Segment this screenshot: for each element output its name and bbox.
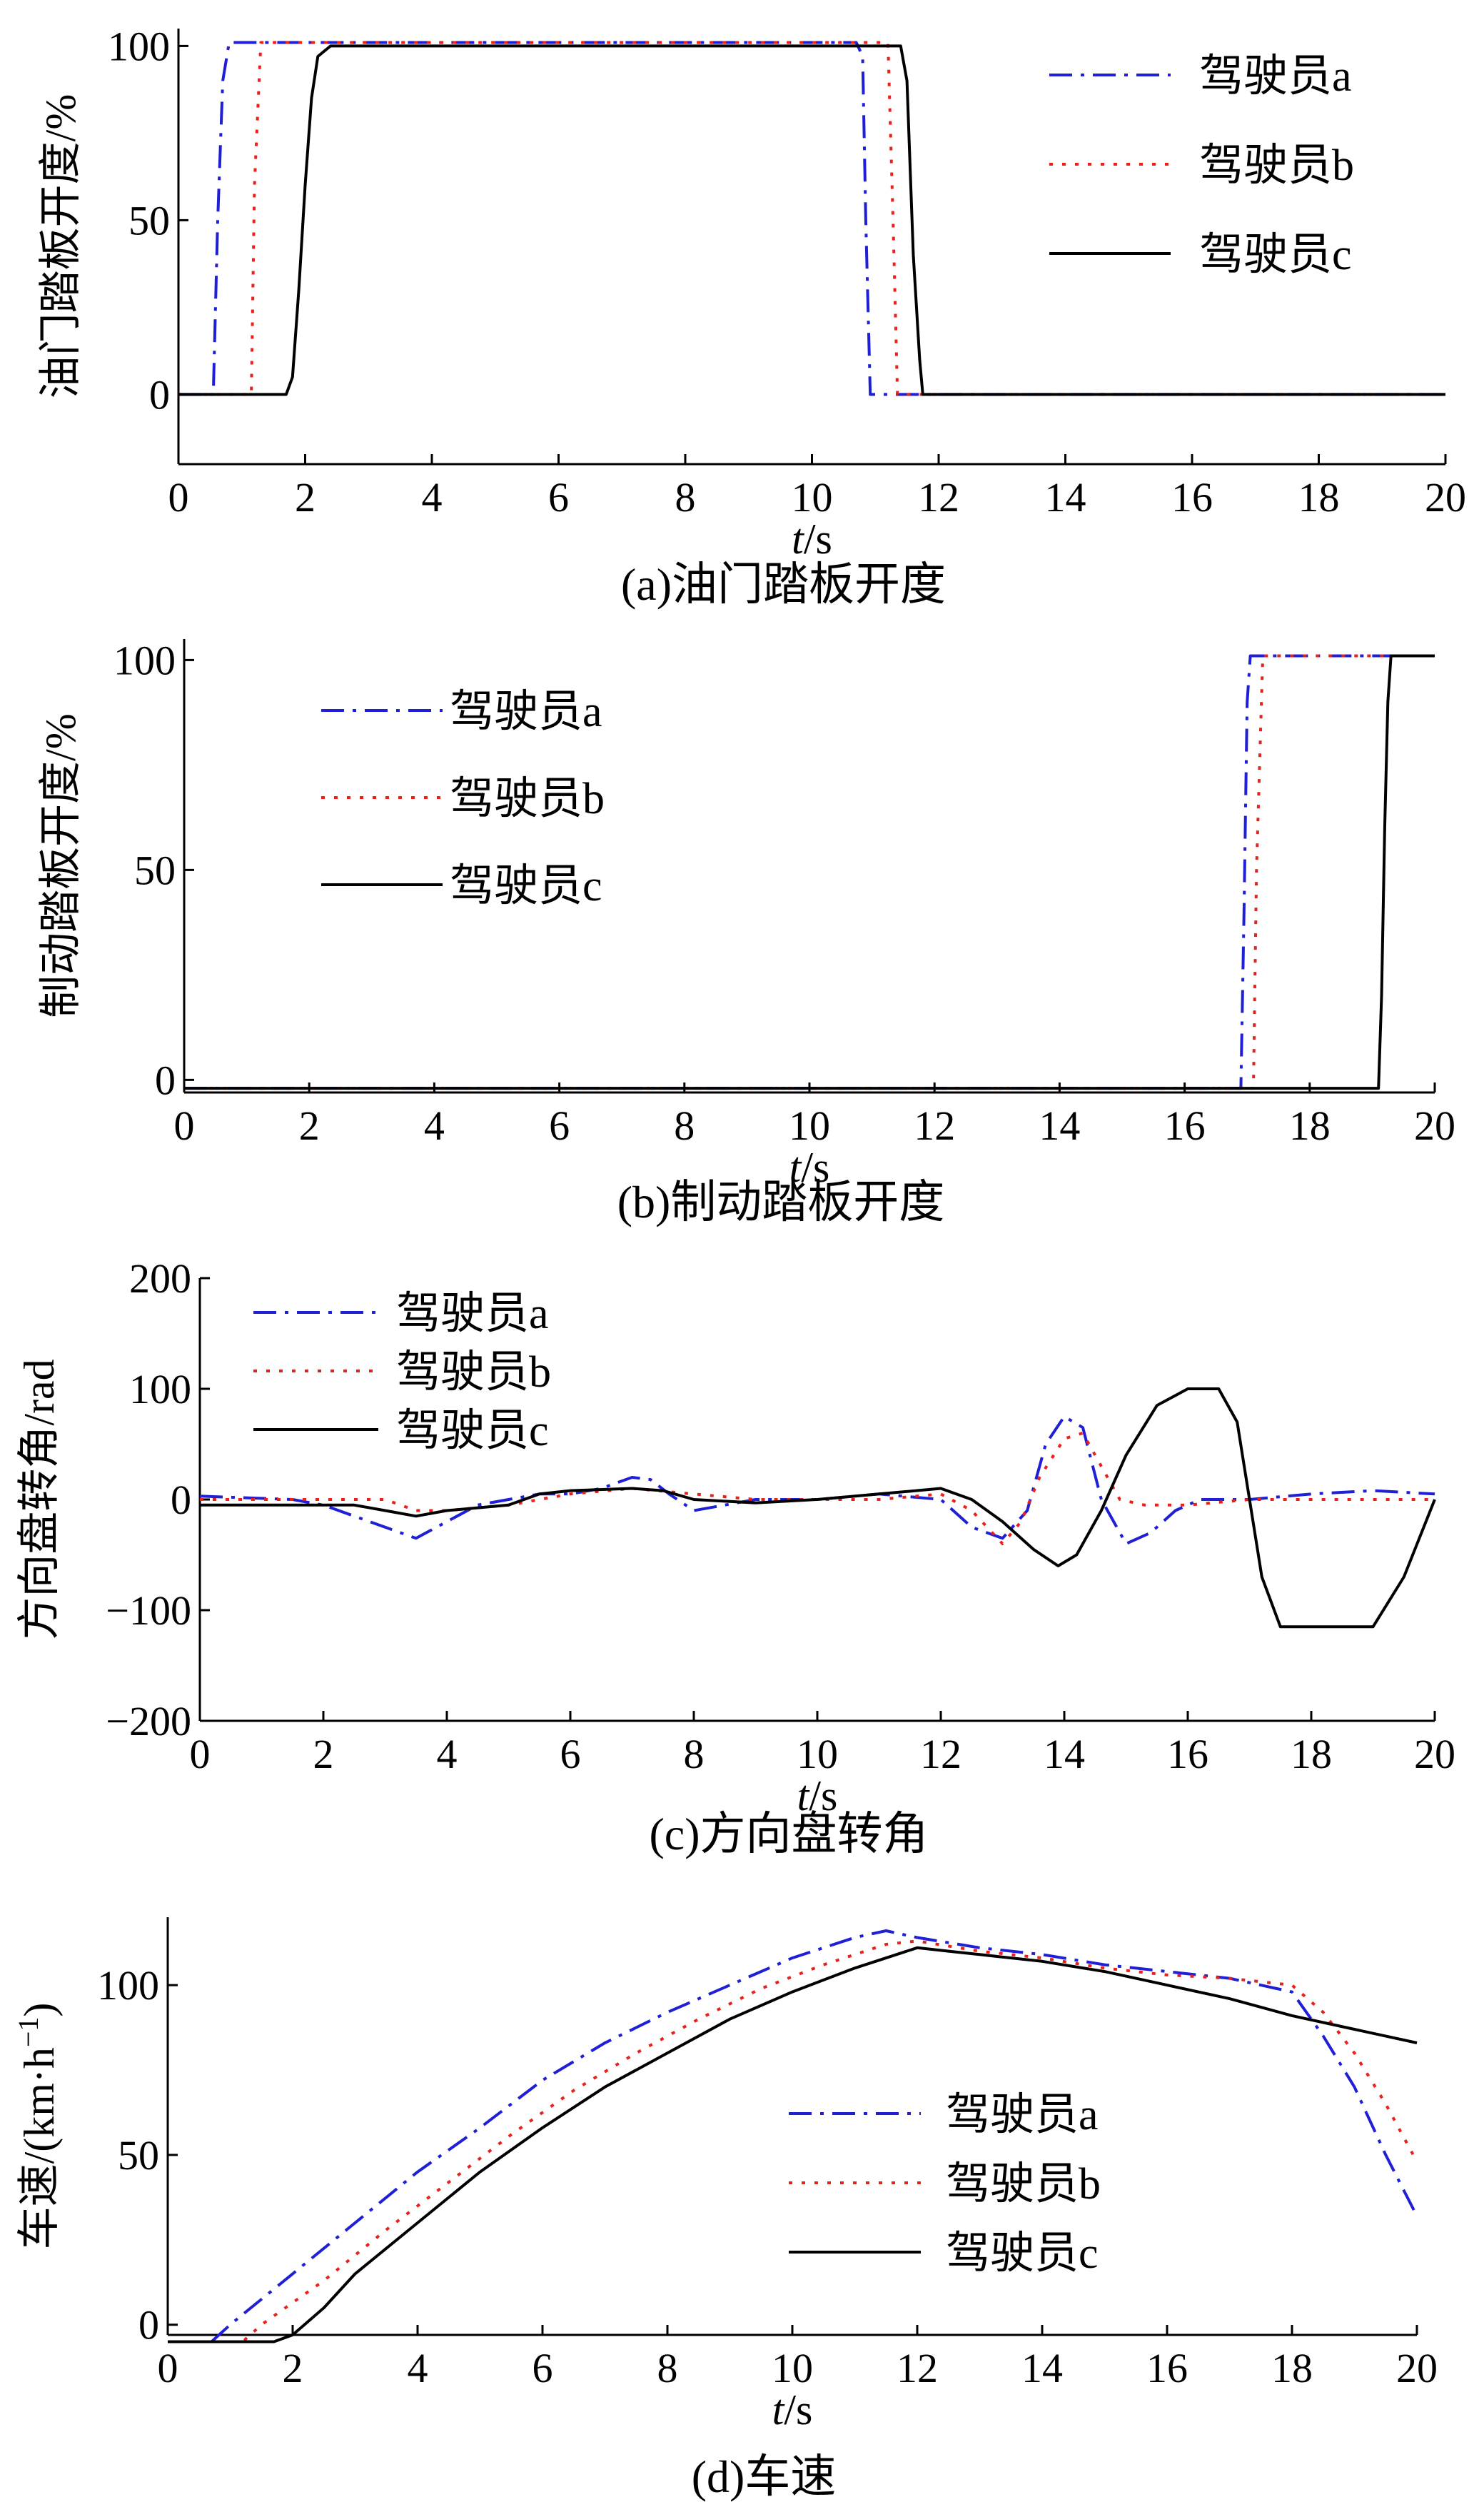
x-tick-label: 14 bbox=[1021, 2345, 1063, 2391]
x-tick-label: 6 bbox=[548, 474, 569, 521]
x-axis-label: t/s bbox=[792, 516, 832, 563]
legend-label: 驾驶员b bbox=[450, 775, 605, 823]
panel-b-brake: 0 2 4 6 8 10 12 14 16 18 20 0 50 100 t/s 制动踏板开度/% 驾驶员a 驾驶… bbox=[37, 637, 1455, 1227]
y-tick-label: 0 bbox=[171, 1477, 191, 1523]
legend-label: 驾驶员a bbox=[396, 1290, 549, 1338]
x-axis-label: t/s bbox=[797, 1772, 838, 1819]
x-tick-label: 16 bbox=[1171, 474, 1213, 521]
x-axis-label: t/s bbox=[789, 1144, 830, 1191]
y-tick-label: 50 bbox=[118, 2132, 159, 2179]
x-tick-label: 2 bbox=[295, 474, 316, 521]
y-axis-label: 方向盘转角/rad bbox=[16, 1359, 63, 1639]
x-axis-label: t/s bbox=[772, 2386, 813, 2433]
x-tick-label: 16 bbox=[1164, 1102, 1206, 1149]
x-tick-label: 10 bbox=[772, 2345, 813, 2391]
legend-label: 驾驶员c bbox=[1199, 231, 1352, 279]
x-tick-label: 0 bbox=[174, 1102, 195, 1149]
series-line-c bbox=[178, 44, 1445, 396]
panel-d-speed: 0 2 4 6 8 10 12 14 16 18 20 0 50 100 t/s 车速/(km·h−1) 驾驶员… bbox=[12, 1917, 1438, 2502]
series-line-a bbox=[199, 1415, 1435, 1545]
x-tick-label: 12 bbox=[914, 1102, 955, 1149]
series-line-a bbox=[168, 1929, 1418, 2343]
x-tick-label: 20 bbox=[1425, 474, 1466, 521]
y-tick-label: −100 bbox=[106, 1587, 191, 1634]
x-tick-label: 14 bbox=[1045, 474, 1086, 521]
x-tick-label: 6 bbox=[549, 1102, 570, 1149]
y-tick-label: −200 bbox=[106, 1698, 191, 1744]
series-line-b bbox=[200, 1432, 1435, 1545]
series-line-c bbox=[200, 1387, 1436, 1629]
x-tick-label: 16 bbox=[1146, 2345, 1188, 2391]
panel-caption: (b)制动踏板开度 bbox=[617, 1177, 945, 1227]
y-tick-label: 0 bbox=[138, 2302, 159, 2348]
x-tick-label: 0 bbox=[158, 2345, 178, 2391]
y-axis-label: 油门踏板开度/% bbox=[37, 94, 84, 399]
y-tick-label: 100 bbox=[129, 1366, 191, 1412]
y-axis-label: 制动踏板开度/% bbox=[37, 713, 84, 1018]
y-tick-label: 100 bbox=[113, 637, 176, 683]
series-line-b bbox=[178, 41, 1445, 396]
legend-label: 驾驶员b bbox=[1199, 141, 1354, 190]
y-tick-label: 0 bbox=[155, 1057, 176, 1103]
series-line-c bbox=[168, 1946, 1418, 2343]
x-tick-label: 2 bbox=[299, 1102, 320, 1149]
x-tick-label: 10 bbox=[789, 1102, 830, 1149]
x-tick-label: 0 bbox=[168, 474, 189, 521]
x-tick-label: 2 bbox=[283, 2345, 303, 2391]
legend-label: 驾驶员c bbox=[396, 1407, 549, 1455]
x-tick-label: 20 bbox=[1414, 1102, 1455, 1149]
panel-caption: (c)方向盘转角 bbox=[649, 1809, 928, 1859]
y-axis-label: 车速/(km·h−1) bbox=[12, 2003, 63, 2250]
legend-label: 驾驶员b bbox=[946, 2160, 1101, 2209]
legend-label: 驾驶员c bbox=[946, 2229, 1099, 2278]
x-tick-label: 18 bbox=[1271, 2345, 1313, 2391]
x-tick-label: 10 bbox=[797, 1731, 838, 1777]
panel-caption: (a)油门踏板开度 bbox=[621, 559, 946, 610]
y-tick-label: 50 bbox=[134, 847, 176, 893]
x-tick-label: 20 bbox=[1414, 1731, 1455, 1777]
x-tick-label: 18 bbox=[1289, 1102, 1331, 1149]
panel-a-throttle: 0 2 4 6 8 10 12 14 16 18 20 0 50 100 t/s 油门踏板开度/% 驾驶员a 驾驶… bbox=[37, 23, 1466, 610]
x-tick-label: 6 bbox=[560, 1731, 581, 1777]
x-tick-label: 16 bbox=[1167, 1731, 1208, 1777]
x-tick-label: 4 bbox=[408, 2345, 428, 2391]
x-tick-label: 4 bbox=[424, 1102, 445, 1149]
x-tick-label: 6 bbox=[532, 2345, 553, 2391]
series-line-b bbox=[184, 654, 1435, 1090]
legend-label: 驾驶员c bbox=[450, 862, 602, 910]
x-tick-label: 4 bbox=[437, 1731, 458, 1777]
x-tick-label: 8 bbox=[657, 2345, 678, 2391]
series-line-b bbox=[168, 1939, 1418, 2343]
y-tick-label: 100 bbox=[97, 1962, 159, 2009]
x-tick-label: 18 bbox=[1291, 1731, 1332, 1777]
y-tick-label: 0 bbox=[149, 371, 170, 418]
legend-label: 驾驶员a bbox=[1199, 52, 1352, 101]
x-tick-label: 0 bbox=[190, 1731, 211, 1777]
x-tick-label: 8 bbox=[684, 1731, 705, 1777]
x-tick-label: 4 bbox=[422, 474, 443, 521]
y-tick-label: 50 bbox=[128, 197, 170, 243]
x-tick-label: 12 bbox=[918, 474, 959, 521]
x-tick-label: 10 bbox=[792, 474, 833, 521]
x-tick-label: 2 bbox=[313, 1731, 334, 1777]
y-tick-label: 200 bbox=[129, 1255, 191, 1302]
panel-caption: (d)车速 bbox=[692, 2451, 837, 2502]
legend-label: 驾驶员a bbox=[946, 2091, 1099, 2139]
x-tick-label: 18 bbox=[1298, 474, 1340, 521]
x-tick-label: 8 bbox=[675, 474, 696, 521]
x-tick-label: 14 bbox=[1044, 1731, 1085, 1777]
series-line-a bbox=[184, 654, 1435, 1090]
panel-c-steering: 0 2 4 6 8 10 12 14 16 18 20 −200 −100 0 100 200 t/s 方向盘转角… bbox=[16, 1255, 1455, 1859]
x-tick-label: 12 bbox=[897, 2345, 938, 2391]
x-tick-label: 14 bbox=[1039, 1102, 1080, 1149]
x-tick-label: 12 bbox=[920, 1731, 961, 1777]
x-tick-label: 8 bbox=[674, 1102, 695, 1149]
series-line-c bbox=[184, 654, 1435, 1090]
legend-label: 驾驶员b bbox=[396, 1348, 551, 1397]
y-tick-label: 100 bbox=[108, 23, 170, 69]
x-tick-label: 20 bbox=[1396, 2345, 1438, 2391]
legend-label: 驾驶员a bbox=[450, 688, 602, 736]
